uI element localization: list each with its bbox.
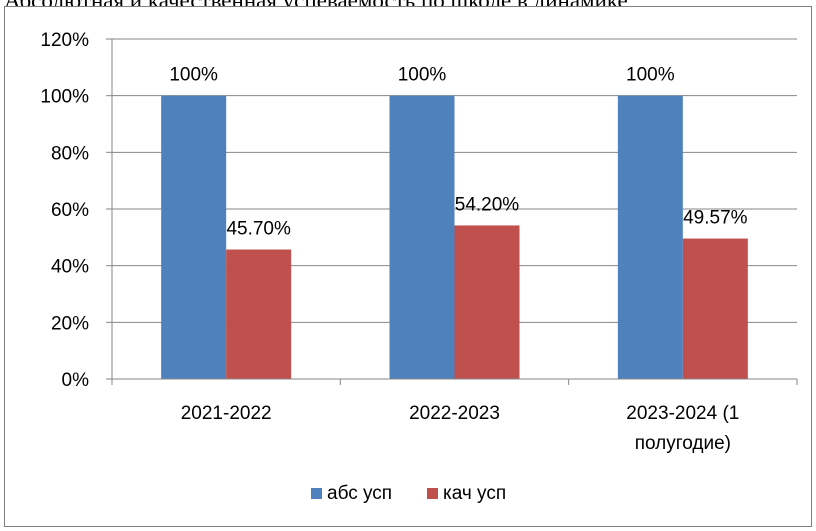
chart-frame: 0% 20% 40% 60% 80% 100% 120% 100% 45.70% 2021-202…: [4, 6, 812, 527]
legend: абс усп кач усп: [311, 483, 506, 504]
legend-label: абс усп: [327, 483, 392, 504]
bar-chart: 0% 20% 40% 60% 80% 100% 120% 100% 45.70% 2021-202…: [40, 30, 798, 504]
y-tick-label: 120%: [40, 30, 89, 51]
data-label: 100%: [398, 65, 447, 86]
x-category-label: 2022-2023: [409, 403, 500, 424]
y-tick-label: 0%: [62, 370, 90, 391]
x-category-label: полугодие): [635, 433, 731, 454]
data-label: 45.70%: [226, 219, 291, 240]
legend-swatch: [311, 488, 322, 499]
y-tick-label: 80%: [51, 143, 89, 164]
data-label: 100%: [626, 65, 675, 86]
bar-kach: [682, 238, 748, 379]
data-label: 100%: [169, 65, 218, 86]
x-category-label: 2023-2024 (1: [626, 403, 739, 424]
y-tick-label: 20%: [51, 313, 89, 334]
legend-label: кач усп: [443, 483, 506, 504]
y-tick-label: 40%: [51, 257, 89, 278]
legend-swatch: [427, 488, 438, 499]
bar-kach: [454, 225, 520, 379]
bar-abs: [161, 95, 227, 380]
labels: 0% 20% 40% 60% 80% 100% 120% 100% 45.70% 2021-202…: [40, 30, 747, 454]
x-category-label: 2021-2022: [181, 403, 272, 424]
y-tick-label: 100%: [40, 87, 89, 108]
y-tick-label: 60%: [51, 200, 89, 221]
bar-abs: [389, 95, 455, 380]
axes: [106, 38, 798, 385]
data-label: 49.57%: [683, 208, 748, 229]
data-label: 54.20%: [455, 194, 520, 215]
bars: [161, 95, 748, 380]
bar-kach: [226, 249, 292, 379]
bar-abs: [617, 95, 683, 380]
